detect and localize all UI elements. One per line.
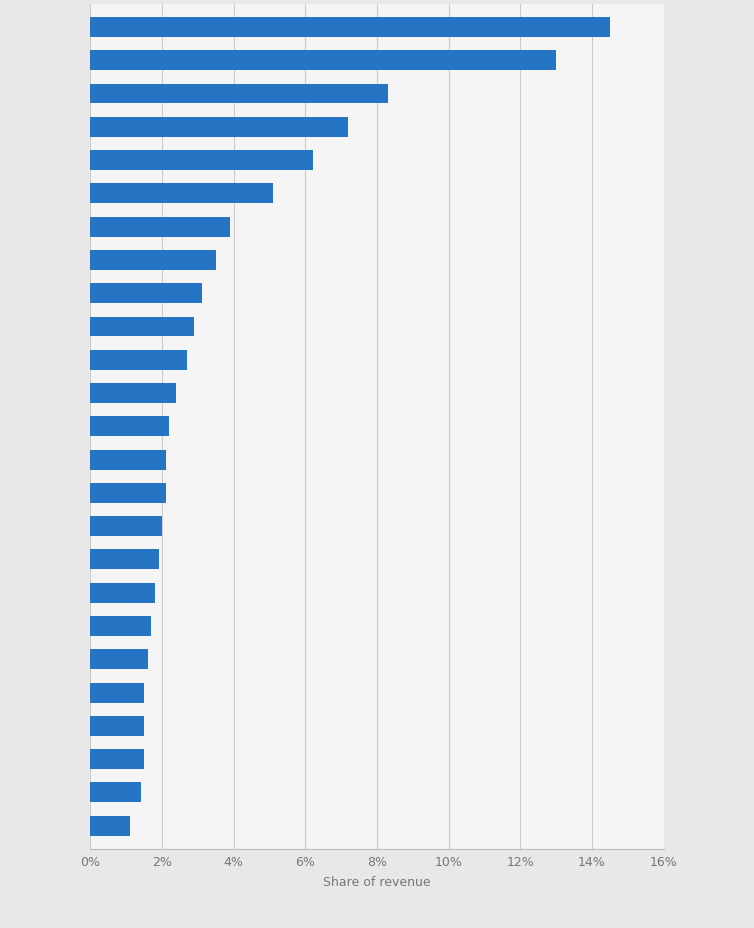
- Bar: [90, 251, 216, 271]
- Bar: [90, 450, 166, 470]
- Bar: [90, 417, 169, 437]
- Bar: [90, 217, 230, 238]
- Bar: [90, 583, 155, 603]
- Bar: [90, 683, 144, 702]
- Bar: [90, 351, 187, 370]
- Bar: [90, 650, 148, 670]
- Bar: [90, 284, 201, 303]
- Bar: [90, 716, 144, 736]
- Bar: [90, 750, 144, 769]
- Bar: [90, 616, 152, 637]
- Bar: [90, 151, 312, 171]
- Bar: [90, 84, 388, 104]
- Bar: [90, 118, 348, 137]
- Bar: [90, 782, 140, 803]
- Bar: [90, 483, 166, 503]
- Bar: [90, 550, 158, 570]
- Bar: [90, 383, 176, 404]
- Bar: [90, 517, 162, 536]
- Bar: [90, 51, 556, 71]
- Bar: [90, 184, 273, 204]
- Bar: [90, 18, 610, 38]
- Bar: [90, 317, 195, 337]
- Bar: [90, 816, 130, 836]
- X-axis label: Share of revenue: Share of revenue: [323, 874, 431, 887]
